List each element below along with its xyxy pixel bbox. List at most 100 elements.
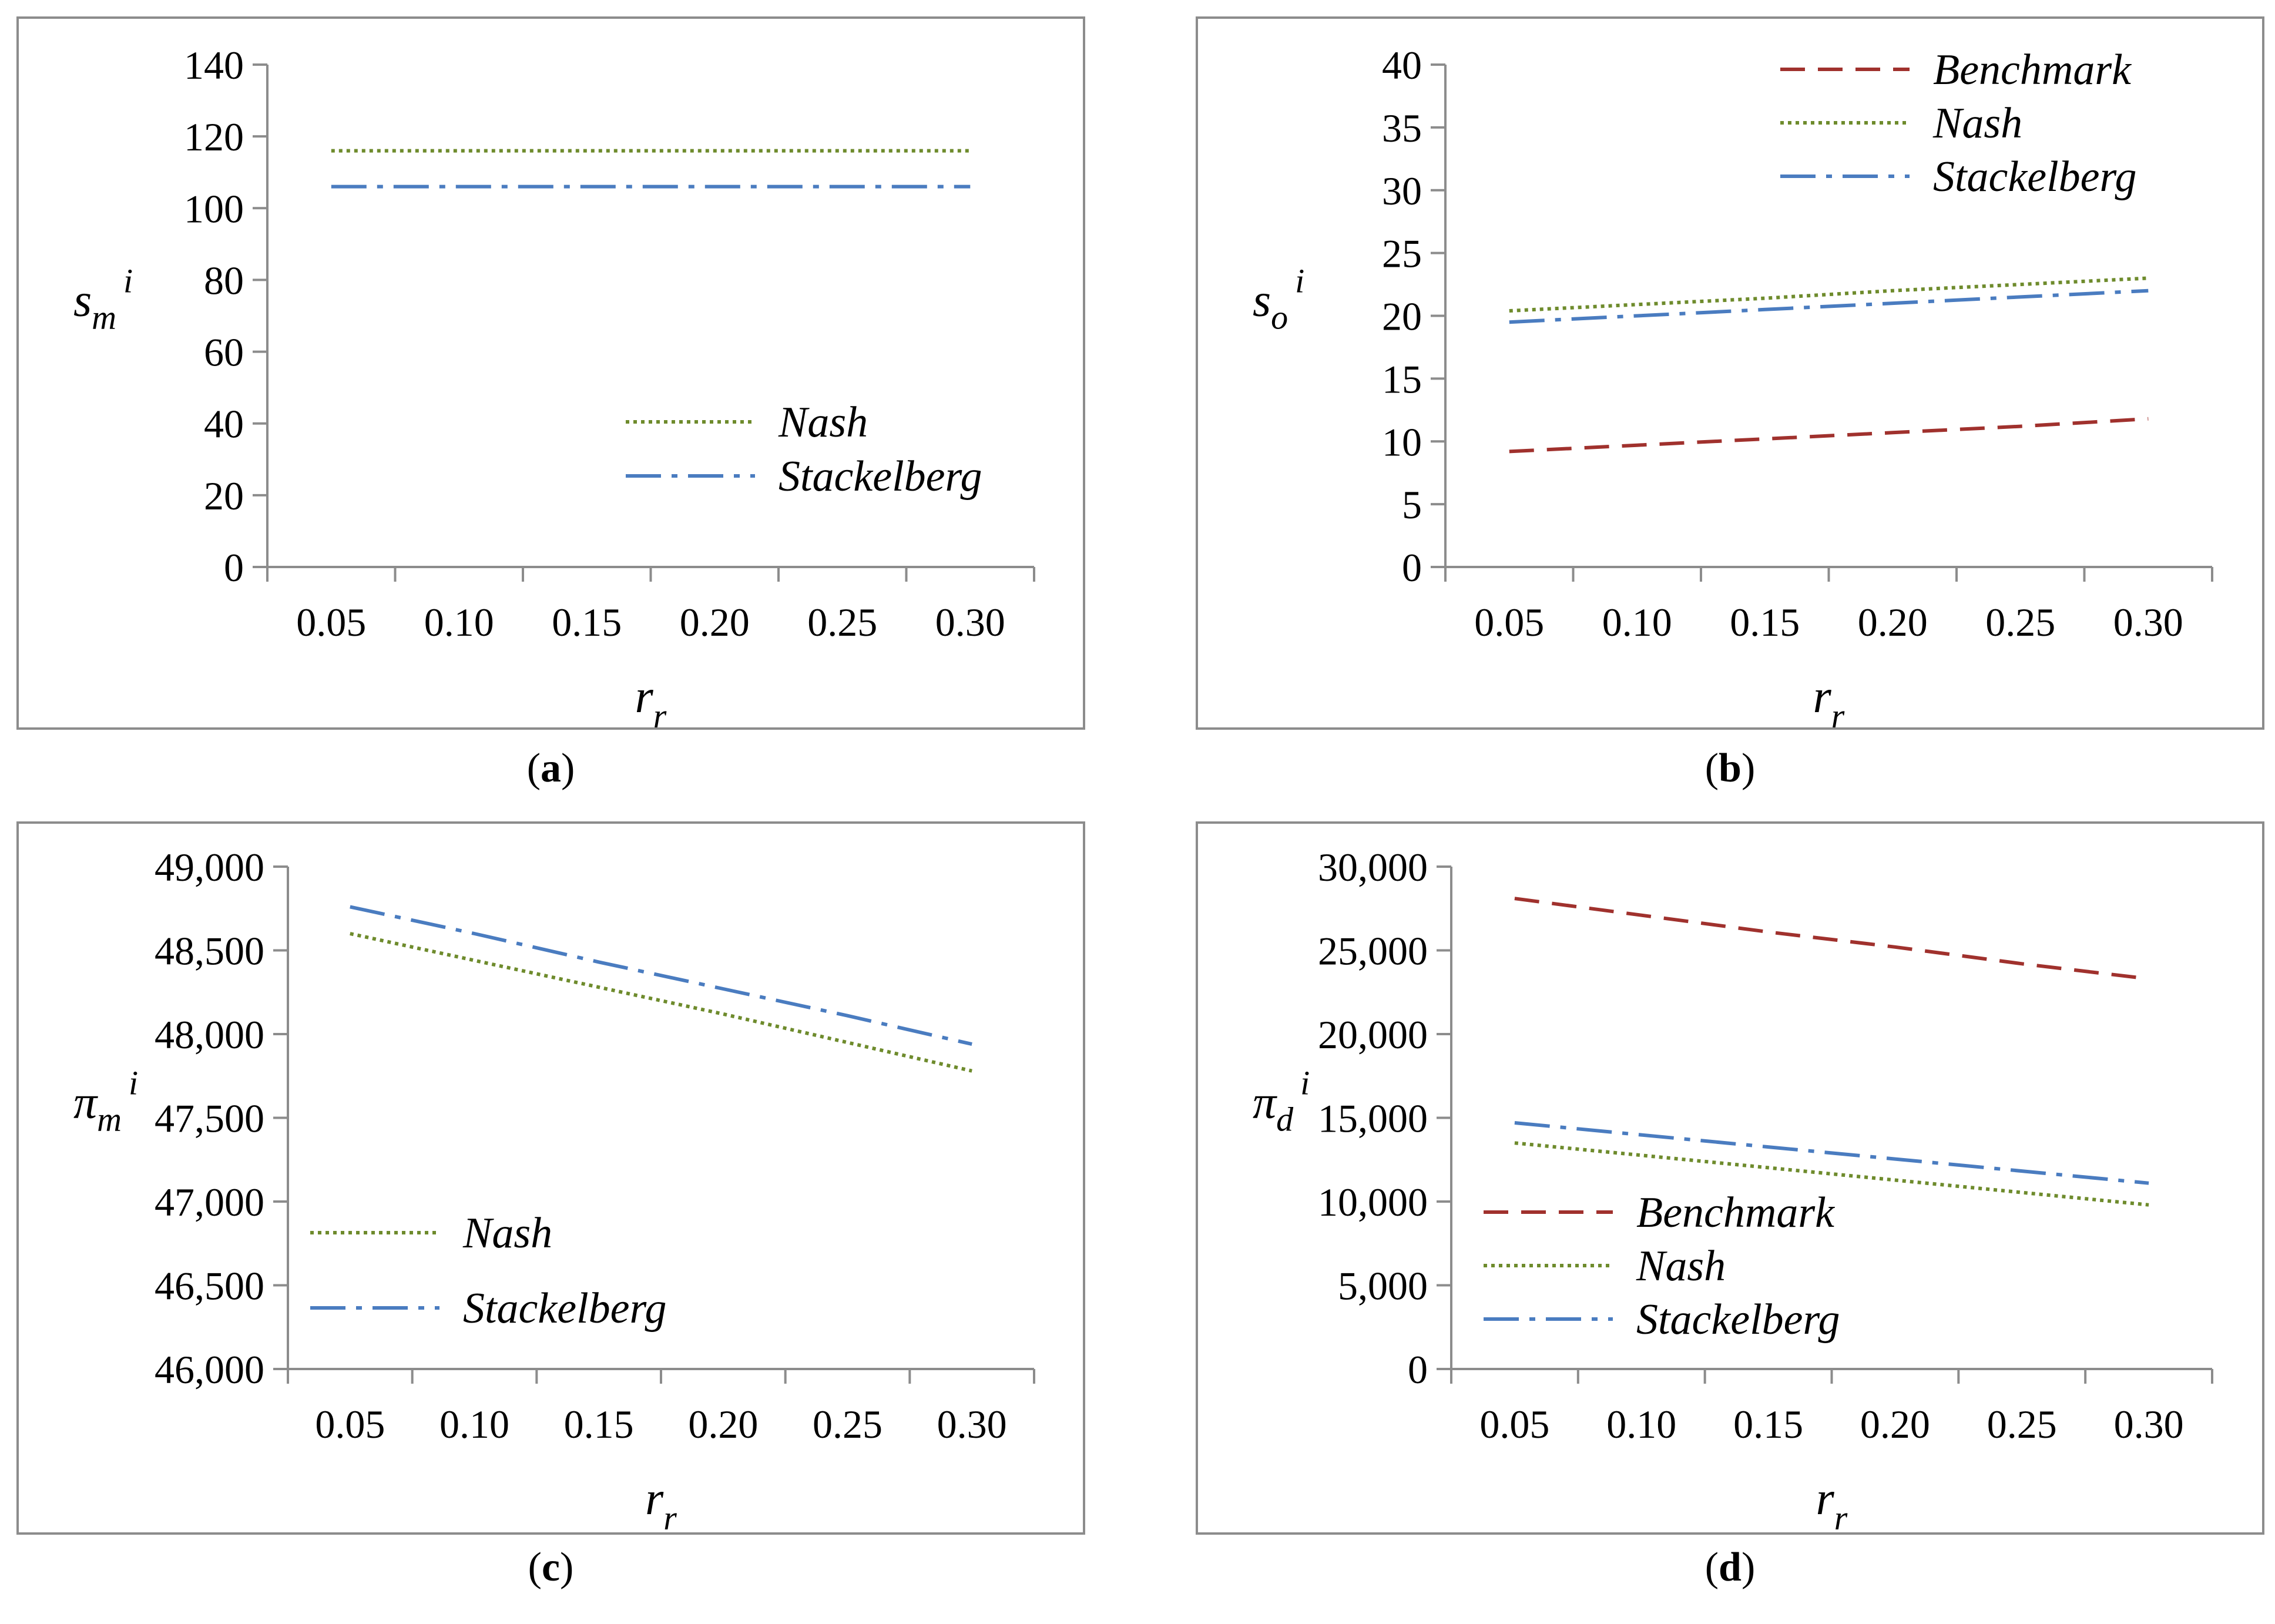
x-tick-label: 0.10 bbox=[424, 600, 494, 645]
panel-caption-letter: c bbox=[542, 1545, 560, 1590]
x-tick-label: 0.30 bbox=[2113, 600, 2183, 645]
x-tick-label: 0.20 bbox=[688, 1402, 758, 1447]
y-tick-label: 140 bbox=[184, 43, 244, 88]
x-axis-label-subscript: r bbox=[663, 1499, 677, 1537]
legend-entry: Nash bbox=[1484, 1242, 1726, 1290]
x-axis-label-subscript: r bbox=[1831, 697, 1845, 735]
x-tick-label: 0.20 bbox=[680, 600, 750, 645]
legend-label: Nash bbox=[778, 398, 868, 447]
y-tick-label: 30,000 bbox=[1318, 845, 1428, 890]
legend: Nash Stackelberg bbox=[626, 398, 982, 501]
chart-frame bbox=[1196, 821, 2264, 1535]
x-axis-label-main: r bbox=[635, 671, 654, 723]
y-axis-label-superscript: i bbox=[1295, 262, 1304, 300]
y-axis-label-main: π bbox=[1253, 1077, 1277, 1129]
y-tick-label: 15 bbox=[1382, 357, 1422, 401]
chart-frame bbox=[1196, 16, 2264, 730]
y-tick-label: 46,500 bbox=[155, 1264, 264, 1308]
x-tick-label: 0.25 bbox=[1985, 600, 2055, 645]
chart-panel-d: 0 5,000 10,000 15,000 20,000 25,000 30,000 0.05… bbox=[1196, 821, 2264, 1590]
x-tick-label: 0.30 bbox=[2114, 1402, 2184, 1447]
chart-frame bbox=[16, 821, 1085, 1535]
x-axis-label: rr bbox=[1816, 1473, 1848, 1537]
x-axis-label-main: r bbox=[645, 1473, 664, 1525]
chart-frame bbox=[16, 16, 1085, 730]
x-tick-label: 0.10 bbox=[1602, 600, 1672, 645]
x-tick-label: 0.15 bbox=[552, 600, 622, 645]
x-tick-label: 0.25 bbox=[1987, 1402, 2057, 1447]
panel-caption-letter: d bbox=[1719, 1545, 1742, 1590]
y-axis-label: smi bbox=[73, 262, 133, 337]
y-tick-label: 60 bbox=[204, 330, 244, 375]
y-axis-label-main: s bbox=[1253, 275, 1271, 327]
y-tick-label: 5 bbox=[1402, 482, 1422, 527]
x-axis-label: rr bbox=[1813, 671, 1845, 735]
y-axis-label-superscript: i bbox=[129, 1064, 138, 1102]
panel-caption-close: ) bbox=[1742, 1545, 1755, 1590]
y-tick-label: 46,000 bbox=[155, 1347, 264, 1392]
legend-label: Stackelberg bbox=[463, 1284, 667, 1333]
y-axis-label: soi bbox=[1253, 262, 1304, 337]
y-axis-label: πdi bbox=[1253, 1064, 1310, 1139]
y-tick-label: 10 bbox=[1382, 420, 1422, 464]
panel-caption-open: ( bbox=[1705, 746, 1719, 791]
y-axis-label-superscript: i bbox=[1300, 1064, 1310, 1102]
panel-caption: (b) bbox=[1705, 746, 1756, 791]
legend-label: Stackelberg bbox=[1636, 1296, 1840, 1344]
y-tick-label: 20,000 bbox=[1318, 1012, 1428, 1057]
y-tick-label: 48,500 bbox=[155, 929, 264, 974]
legend: Nash Stackelberg bbox=[310, 1209, 667, 1333]
panel-caption: (d) bbox=[1705, 1545, 1756, 1590]
chart-panel-c: 46,000 46,500 47,000 47,500 48,000 48,500 49,0… bbox=[16, 821, 1085, 1590]
y-tick-label: 30 bbox=[1382, 169, 1422, 213]
series-line-stackelberg bbox=[350, 905, 972, 1046]
x-axis-label: rr bbox=[635, 671, 667, 735]
series-line-benchmark bbox=[1509, 417, 2149, 454]
panel-caption-close: ) bbox=[561, 746, 575, 791]
x-tick-label: 0.15 bbox=[1733, 1402, 1803, 1447]
x-axis-label-subscript: r bbox=[1834, 1499, 1848, 1537]
x-tick-label: 0.25 bbox=[813, 1402, 883, 1447]
panel-caption-close: ) bbox=[560, 1545, 573, 1590]
legend-label: Benchmark bbox=[1933, 46, 2132, 94]
legend-label: Nash bbox=[1932, 99, 2022, 147]
panel-caption-open: ( bbox=[1705, 1545, 1719, 1590]
y-axis-label-subscript: m bbox=[97, 1100, 122, 1139]
y-tick-label: 25,000 bbox=[1318, 929, 1428, 974]
y-tick-label: 40 bbox=[1382, 43, 1422, 88]
series-line-stackelberg bbox=[1514, 1121, 2149, 1185]
y-tick-label: 20 bbox=[1382, 294, 1422, 339]
legend-entry: Stackelberg bbox=[1780, 153, 2137, 201]
legend-label: Benchmark bbox=[1636, 1189, 1835, 1237]
y-axis-label-subscript: o bbox=[1271, 298, 1288, 337]
x-tick-label: 0.10 bbox=[1606, 1402, 1676, 1447]
x-tick-label: 0.30 bbox=[935, 600, 1005, 645]
legend-entry: Nash bbox=[310, 1209, 552, 1257]
y-tick-label: 47,500 bbox=[155, 1096, 264, 1141]
panel-caption-open: ( bbox=[527, 746, 541, 791]
legend: Benchmark Nash Stackelberg bbox=[1780, 46, 2137, 201]
y-tick-label: 20 bbox=[204, 474, 244, 518]
legend-label: Stackelberg bbox=[1933, 153, 2137, 201]
y-axis-label-main: π bbox=[73, 1077, 98, 1129]
x-tick-label: 0.30 bbox=[937, 1402, 1007, 1447]
legend-entry: Stackelberg bbox=[1484, 1296, 1840, 1344]
series-line-stackelberg bbox=[1509, 288, 2149, 324]
legend-label: Stackelberg bbox=[779, 452, 982, 501]
y-axis-label-main: s bbox=[73, 275, 92, 327]
y-tick-label: 15,000 bbox=[1318, 1096, 1428, 1141]
x-tick-label: 0.05 bbox=[296, 600, 366, 645]
x-axis-label-main: r bbox=[1813, 671, 1832, 723]
series-line-benchmark bbox=[1514, 897, 2149, 981]
legend-entry: Nash bbox=[1780, 99, 2022, 147]
y-tick-label: 35 bbox=[1382, 106, 1422, 150]
chart-panel-b: 0 5 10 15 20 25 30 35 40 0.05 0.10 0.15 0.20 0.25 0.30… bbox=[1196, 16, 2264, 791]
y-tick-label: 25 bbox=[1382, 231, 1422, 276]
panel-caption-close: ) bbox=[1742, 746, 1755, 791]
y-axis-label-subscript: m bbox=[92, 298, 116, 337]
y-tick-label: 47,000 bbox=[155, 1180, 264, 1224]
y-tick-label: 40 bbox=[204, 402, 244, 447]
y-tick-label: 48,000 bbox=[155, 1012, 264, 1057]
x-axis-label-main: r bbox=[1816, 1473, 1835, 1525]
